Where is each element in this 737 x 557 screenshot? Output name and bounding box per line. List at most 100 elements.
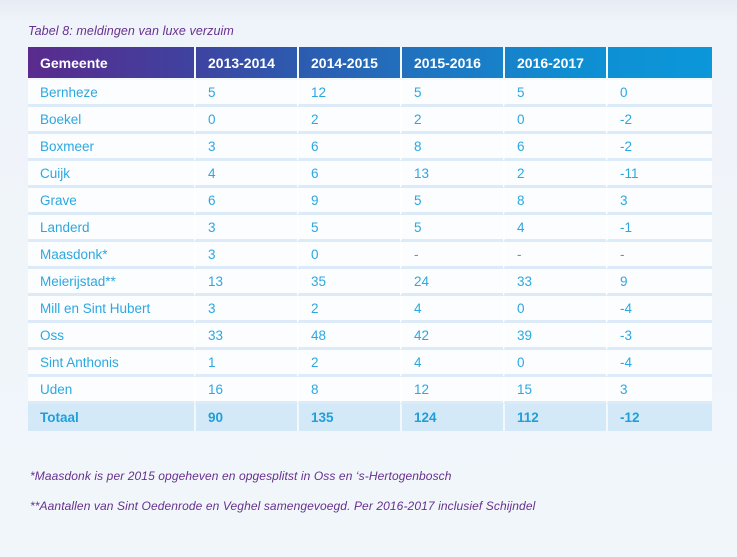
value-cell: 42 <box>400 323 503 350</box>
value-cell: 6 <box>297 161 400 188</box>
value-cell: 0 <box>194 107 297 134</box>
table-row: Cuijk 4 6 13 2 -11 <box>28 161 712 188</box>
footnote: *Maasdonk is per 2015 opgeheven en opges… <box>30 469 452 483</box>
value-cell: 124 <box>400 404 503 431</box>
gemeente-cell: Uden <box>28 377 194 404</box>
value-cell: 2 <box>297 296 400 323</box>
value-cell: 39 <box>503 323 606 350</box>
value-cell: 3 <box>194 134 297 161</box>
column-header: 2014-2015 <box>297 47 400 80</box>
value-cell: 12 <box>400 377 503 404</box>
table-row: Meierijstad** 13 35 24 33 9 <box>28 269 712 296</box>
table-row: Boekel 0 2 2 0 -2 <box>28 107 712 134</box>
table-row: Uden 16 8 12 15 3 <box>28 377 712 404</box>
value-cell: 48 <box>297 323 400 350</box>
value-cell: 90 <box>194 404 297 431</box>
value-cell: 33 <box>503 269 606 296</box>
value-cell: 3 <box>606 377 712 404</box>
page-content: Tabel 8: meldingen van luxe verzuim Geme… <box>28 24 712 529</box>
table-row: Landerd 3 5 5 4 -1 <box>28 215 712 242</box>
value-cell: 13 <box>194 269 297 296</box>
value-cell: 8 <box>400 134 503 161</box>
value-cell: 4 <box>503 215 606 242</box>
value-cell: 2 <box>297 350 400 377</box>
value-cell: -1 <box>606 215 712 242</box>
column-header <box>606 47 712 80</box>
value-cell: - <box>606 242 712 269</box>
value-cell: 13 <box>400 161 503 188</box>
value-cell: 8 <box>503 188 606 215</box>
value-cell: -4 <box>606 350 712 377</box>
value-cell: 5 <box>400 215 503 242</box>
value-cell: 4 <box>400 296 503 323</box>
value-cell: -2 <box>606 107 712 134</box>
value-cell: 15 <box>503 377 606 404</box>
gemeente-cell: Boekel <box>28 107 194 134</box>
value-cell: 5 <box>400 80 503 107</box>
value-cell: -2 <box>606 134 712 161</box>
value-cell: 6 <box>503 134 606 161</box>
value-cell: -12 <box>606 404 712 431</box>
gemeente-cell: Sint Anthonis <box>28 350 194 377</box>
value-cell: 35 <box>297 269 400 296</box>
value-cell: 6 <box>194 188 297 215</box>
column-header: Gemeente <box>28 47 194 80</box>
gemeente-cell: Grave <box>28 188 194 215</box>
table-body: Bernheze 5 12 5 5 0 Boekel 0 2 2 0 -2 Boxmeer 3 6 8 6 -2 C… <box>28 80 712 431</box>
value-cell: 3 <box>194 215 297 242</box>
value-cell: - <box>400 242 503 269</box>
value-cell: 5 <box>400 188 503 215</box>
column-header: 2015-2016 <box>400 47 503 80</box>
value-cell: 0 <box>503 350 606 377</box>
value-cell: 112 <box>503 404 606 431</box>
table-row: Oss 33 48 42 39 -3 <box>28 323 712 350</box>
column-header: 2013-2014 <box>194 47 297 80</box>
gemeente-cell: Maasdonk* <box>28 242 194 269</box>
value-cell: 5 <box>297 215 400 242</box>
gemeente-cell: Oss <box>28 323 194 350</box>
value-cell: 9 <box>297 188 400 215</box>
value-cell: 5 <box>503 80 606 107</box>
value-cell: 0 <box>503 296 606 323</box>
gemeente-cell: Meierijstad** <box>28 269 194 296</box>
gemeente-cell: Boxmeer <box>28 134 194 161</box>
value-cell: 12 <box>297 80 400 107</box>
value-cell: 24 <box>400 269 503 296</box>
value-cell: -3 <box>606 323 712 350</box>
table-row: Maasdonk* 3 0- - - <box>28 242 712 269</box>
table-row: Bernheze 5 12 5 5 0 <box>28 80 712 107</box>
table-caption: Tabel 8: meldingen van luxe verzuim <box>28 24 234 38</box>
table-row-total: Totaal 90 135 124 112 -12 <box>28 404 712 431</box>
gemeente-cell: Landerd <box>28 215 194 242</box>
table-row: Grave 6 9 5 8 3 <box>28 188 712 215</box>
value-cell: 4 <box>400 350 503 377</box>
value-cell: 8 <box>297 377 400 404</box>
value-cell: 1 <box>194 350 297 377</box>
value-cell: 33 <box>194 323 297 350</box>
gemeente-cell: Totaal <box>28 404 194 431</box>
gemeente-cell: Bernheze <box>28 80 194 107</box>
header-row: Gemeente 2013-2014 2014-2015 2015-2016 2016-… <box>28 47 712 80</box>
value-cell: 2 <box>503 161 606 188</box>
value-cell: 0 <box>503 107 606 134</box>
value-cell: 2 <box>400 107 503 134</box>
table-row: Boxmeer 3 6 8 6 -2 <box>28 134 712 161</box>
value-cell: 3 <box>194 242 297 269</box>
value-cell: 3 <box>606 188 712 215</box>
value-cell: 9 <box>606 269 712 296</box>
table-header: Gemeente 2013-2014 2014-2015 2015-2016 2016-… <box>28 47 712 80</box>
table-row: Mill en Sint Hubert 3 2 4 0 -4 <box>28 296 712 323</box>
column-header: 2016-2017 <box>503 47 606 80</box>
value-cell: 0 <box>606 80 712 107</box>
value-cell: 135 <box>297 404 400 431</box>
value-cell: 3 <box>194 296 297 323</box>
table-row: Sint Anthonis 1 2 4 0 -4 <box>28 350 712 377</box>
value-cell: 4 <box>194 161 297 188</box>
value-cell: - <box>503 242 606 269</box>
footnote: **Aantallen van Sint Oedenrode en Veghel… <box>30 499 536 513</box>
gemeente-cell: Cuijk <box>28 161 194 188</box>
value-cell: 5 <box>194 80 297 107</box>
gemeente-cell: Mill en Sint Hubert <box>28 296 194 323</box>
footnotes: *Maasdonk is per 2015 opgeheven en opges… <box>28 469 712 513</box>
verzuim-table: Gemeente 2013-2014 2014-2015 2015-2016 2016-… <box>28 47 712 431</box>
